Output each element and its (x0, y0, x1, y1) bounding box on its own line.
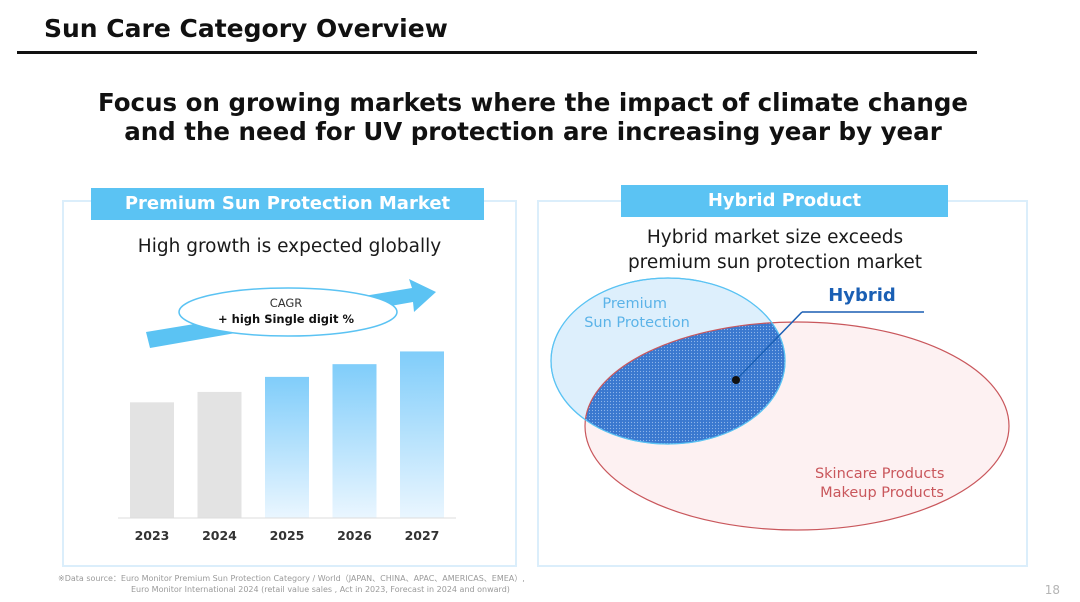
skincare-label: Skincare Products Makeup Products (815, 466, 949, 501)
tick-label-2024: 2024 (202, 528, 237, 543)
data-source-footnote: ※Data source：Euro Monitor Premium Sun Pr… (58, 573, 525, 595)
bar-2025 (265, 376, 309, 518)
hybrid-pointer-dot (732, 376, 740, 384)
bar-2027 (400, 351, 444, 518)
footnote-line-1: ※Data source：Euro Monitor Premium Sun Pr… (58, 574, 525, 583)
page-number: 18 (1044, 583, 1060, 597)
bar-2026 (332, 364, 377, 518)
headline-line-2: and the need for UV protection are incre… (124, 117, 942, 146)
hybrid-product-subtitle: Hybrid market size exceeds premium sun p… (537, 225, 1013, 275)
page-title: Sun Care Category Overview (44, 14, 448, 43)
headline: Focus on growing markets where the impac… (0, 88, 1066, 146)
cagr-label: CAGR (270, 296, 303, 310)
premium-label-line-1: Premium (602, 296, 667, 312)
venn-diagram: Premium Sun Protection Hybrid Skincare P… (550, 277, 1010, 531)
cagr-value: + high Single digit % (218, 312, 354, 326)
hybrid-pointer-line (735, 311, 803, 381)
hybrid-subtitle-line-1: Hybrid market size exceeds (646, 227, 904, 248)
hybrid-label: Hybrid (828, 285, 896, 306)
cagr-bubble (178, 287, 398, 337)
hybrid-product-tab: Hybrid Product (621, 185, 948, 217)
growth-bar-chart: 2023 2024 2025 2026 2027 CAGR + high Single … (118, 279, 456, 543)
skincare-label-line-1: Skincare Products (815, 466, 944, 482)
skincare-label-line-2: Makeup Products (820, 485, 944, 501)
headline-line-1: Focus on growing markets where the impac… (97, 88, 968, 117)
title-divider (17, 51, 977, 54)
footnote-line-2: Euro Monitor International 2024 (retail … (131, 585, 510, 594)
premium-outline (550, 277, 786, 445)
bar-2024 (197, 391, 242, 518)
premium-label: Premium Sun Protection (584, 296, 690, 331)
tick-label-2027: 2027 (405, 528, 440, 543)
premium-market-subtitle: High growth is expected globally (137, 236, 442, 257)
tick-label-2025: 2025 (270, 528, 305, 543)
hybrid-subtitle-line-2: premium sun protection market (627, 252, 923, 273)
tick-label-2026: 2026 (337, 528, 372, 543)
premium-label-line-2: Sun Protection (584, 315, 690, 331)
bar-2023 (130, 402, 174, 518)
tick-label-2023: 2023 (135, 528, 170, 543)
premium-market-tab: Premium Sun Protection Market (91, 188, 484, 220)
